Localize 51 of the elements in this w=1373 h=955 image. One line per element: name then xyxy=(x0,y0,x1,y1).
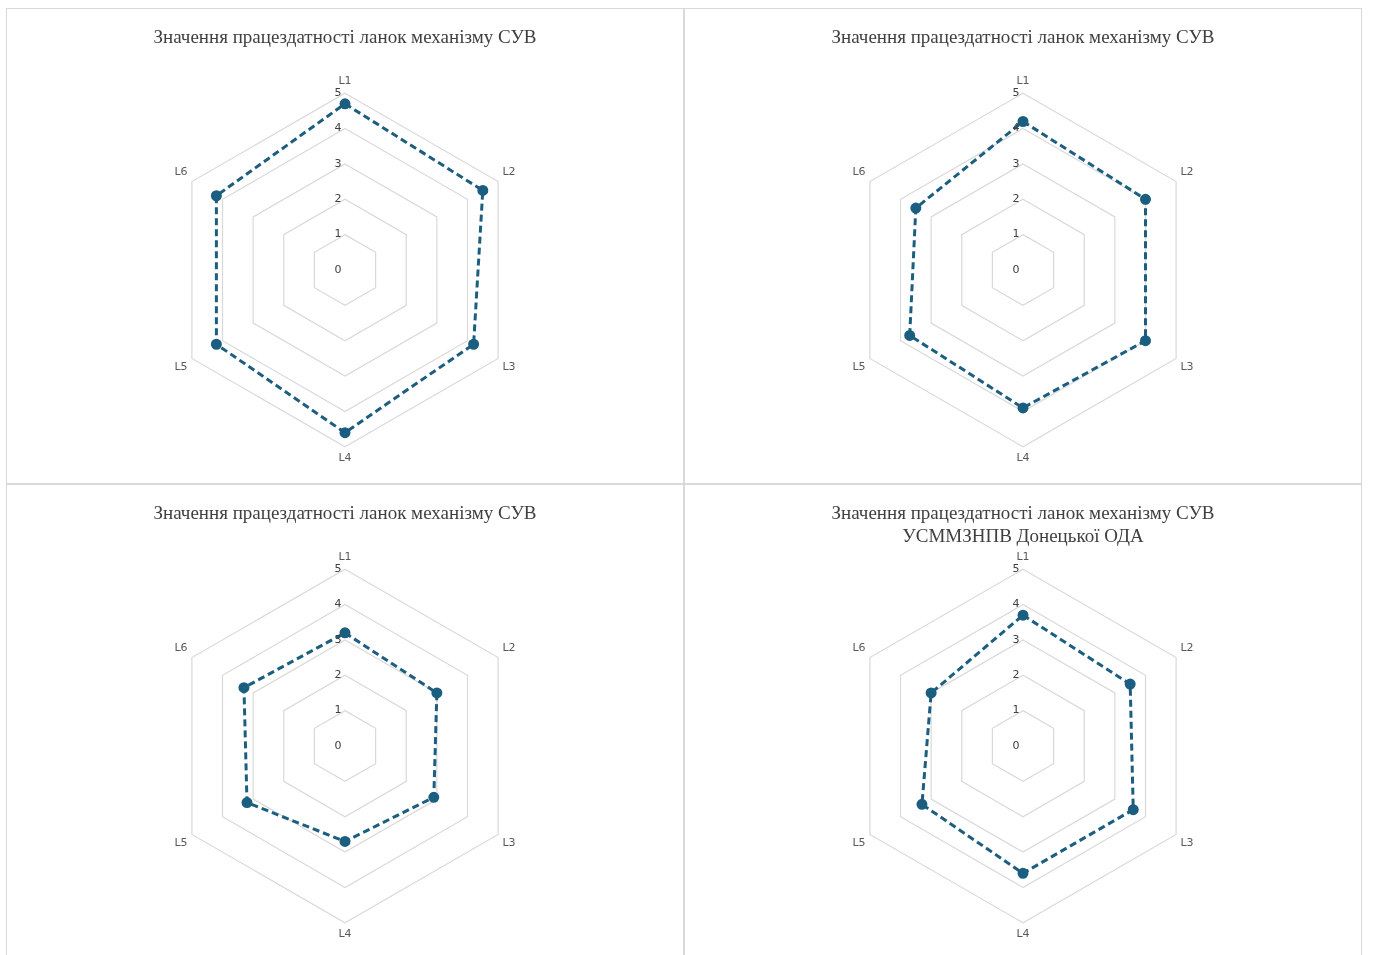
y-tick-label: 5 xyxy=(1012,86,1020,100)
spoke-label: L6 xyxy=(174,641,188,655)
y-tick-label: 4 xyxy=(334,597,342,611)
y-tick-label: 3 xyxy=(1012,156,1020,170)
spoke-label: L1 xyxy=(338,74,352,88)
spoke-label: L6 xyxy=(852,165,866,179)
spoke-label: L4 xyxy=(338,927,352,941)
y-tick-label: 4 xyxy=(1012,121,1020,135)
spoke-label: L5 xyxy=(852,360,866,374)
spoke-label: L1 xyxy=(1016,550,1030,564)
spoke-label: L3 xyxy=(1180,836,1194,850)
chart-title: Значення працездатності ланок механізму СУВ УСММЗНПВ Донецької ОДА xyxy=(830,501,1216,547)
spoke-label: L4 xyxy=(338,451,352,465)
y-tick-label: 0 xyxy=(1012,738,1020,752)
y-tick-label: 1 xyxy=(334,703,342,717)
y-tick-label: 0 xyxy=(334,738,342,752)
spoke-label: L3 xyxy=(502,836,516,850)
y-tick-label: 3 xyxy=(334,156,342,170)
y-tick-label: 0 xyxy=(1012,262,1020,276)
spoke-label: L1 xyxy=(1016,74,1030,88)
y-tick-label: 2 xyxy=(334,668,342,682)
y-tick-label: 2 xyxy=(334,192,342,206)
chart-title: Значення працездатності ланок механізму СУВ xyxy=(152,501,538,525)
y-tick-label: 5 xyxy=(334,562,342,576)
spoke-label: L5 xyxy=(174,836,188,850)
spoke-label: L1 xyxy=(338,550,352,564)
spoke-label: L4 xyxy=(1016,927,1030,941)
y-tick-label: 2 xyxy=(1012,192,1020,206)
spoke-label: L2 xyxy=(1180,165,1194,179)
spoke-label: L6 xyxy=(174,165,188,179)
spoke-label: L2 xyxy=(502,641,516,655)
spoke-label: L4 xyxy=(1016,451,1030,465)
spoke-label: L5 xyxy=(174,360,188,374)
y-tick-label: 3 xyxy=(1012,632,1020,646)
y-tick-label: 2 xyxy=(1012,668,1020,682)
spoke-label: L2 xyxy=(502,165,516,179)
spoke-label: L5 xyxy=(852,836,866,850)
y-tick-label: 4 xyxy=(334,121,342,135)
chart-title: Значення працездатності ланок механізму СУВ xyxy=(152,25,538,49)
spoke-label: L2 xyxy=(1180,641,1194,655)
y-tick-label: 5 xyxy=(334,86,342,100)
y-tick-label: 4 xyxy=(1012,597,1020,611)
y-tick-label: 1 xyxy=(1012,703,1020,717)
chart-title: Значення працездатності ланок механізму СУВ xyxy=(830,25,1216,49)
y-tick-label: 1 xyxy=(334,227,342,241)
y-tick-label: 5 xyxy=(1012,562,1020,576)
y-tick-label: 1 xyxy=(1012,227,1020,241)
spoke-label: L3 xyxy=(502,360,516,374)
y-tick-label: 0 xyxy=(334,262,342,276)
spoke-label: L6 xyxy=(852,641,866,655)
spoke-label: L3 xyxy=(1180,360,1194,374)
